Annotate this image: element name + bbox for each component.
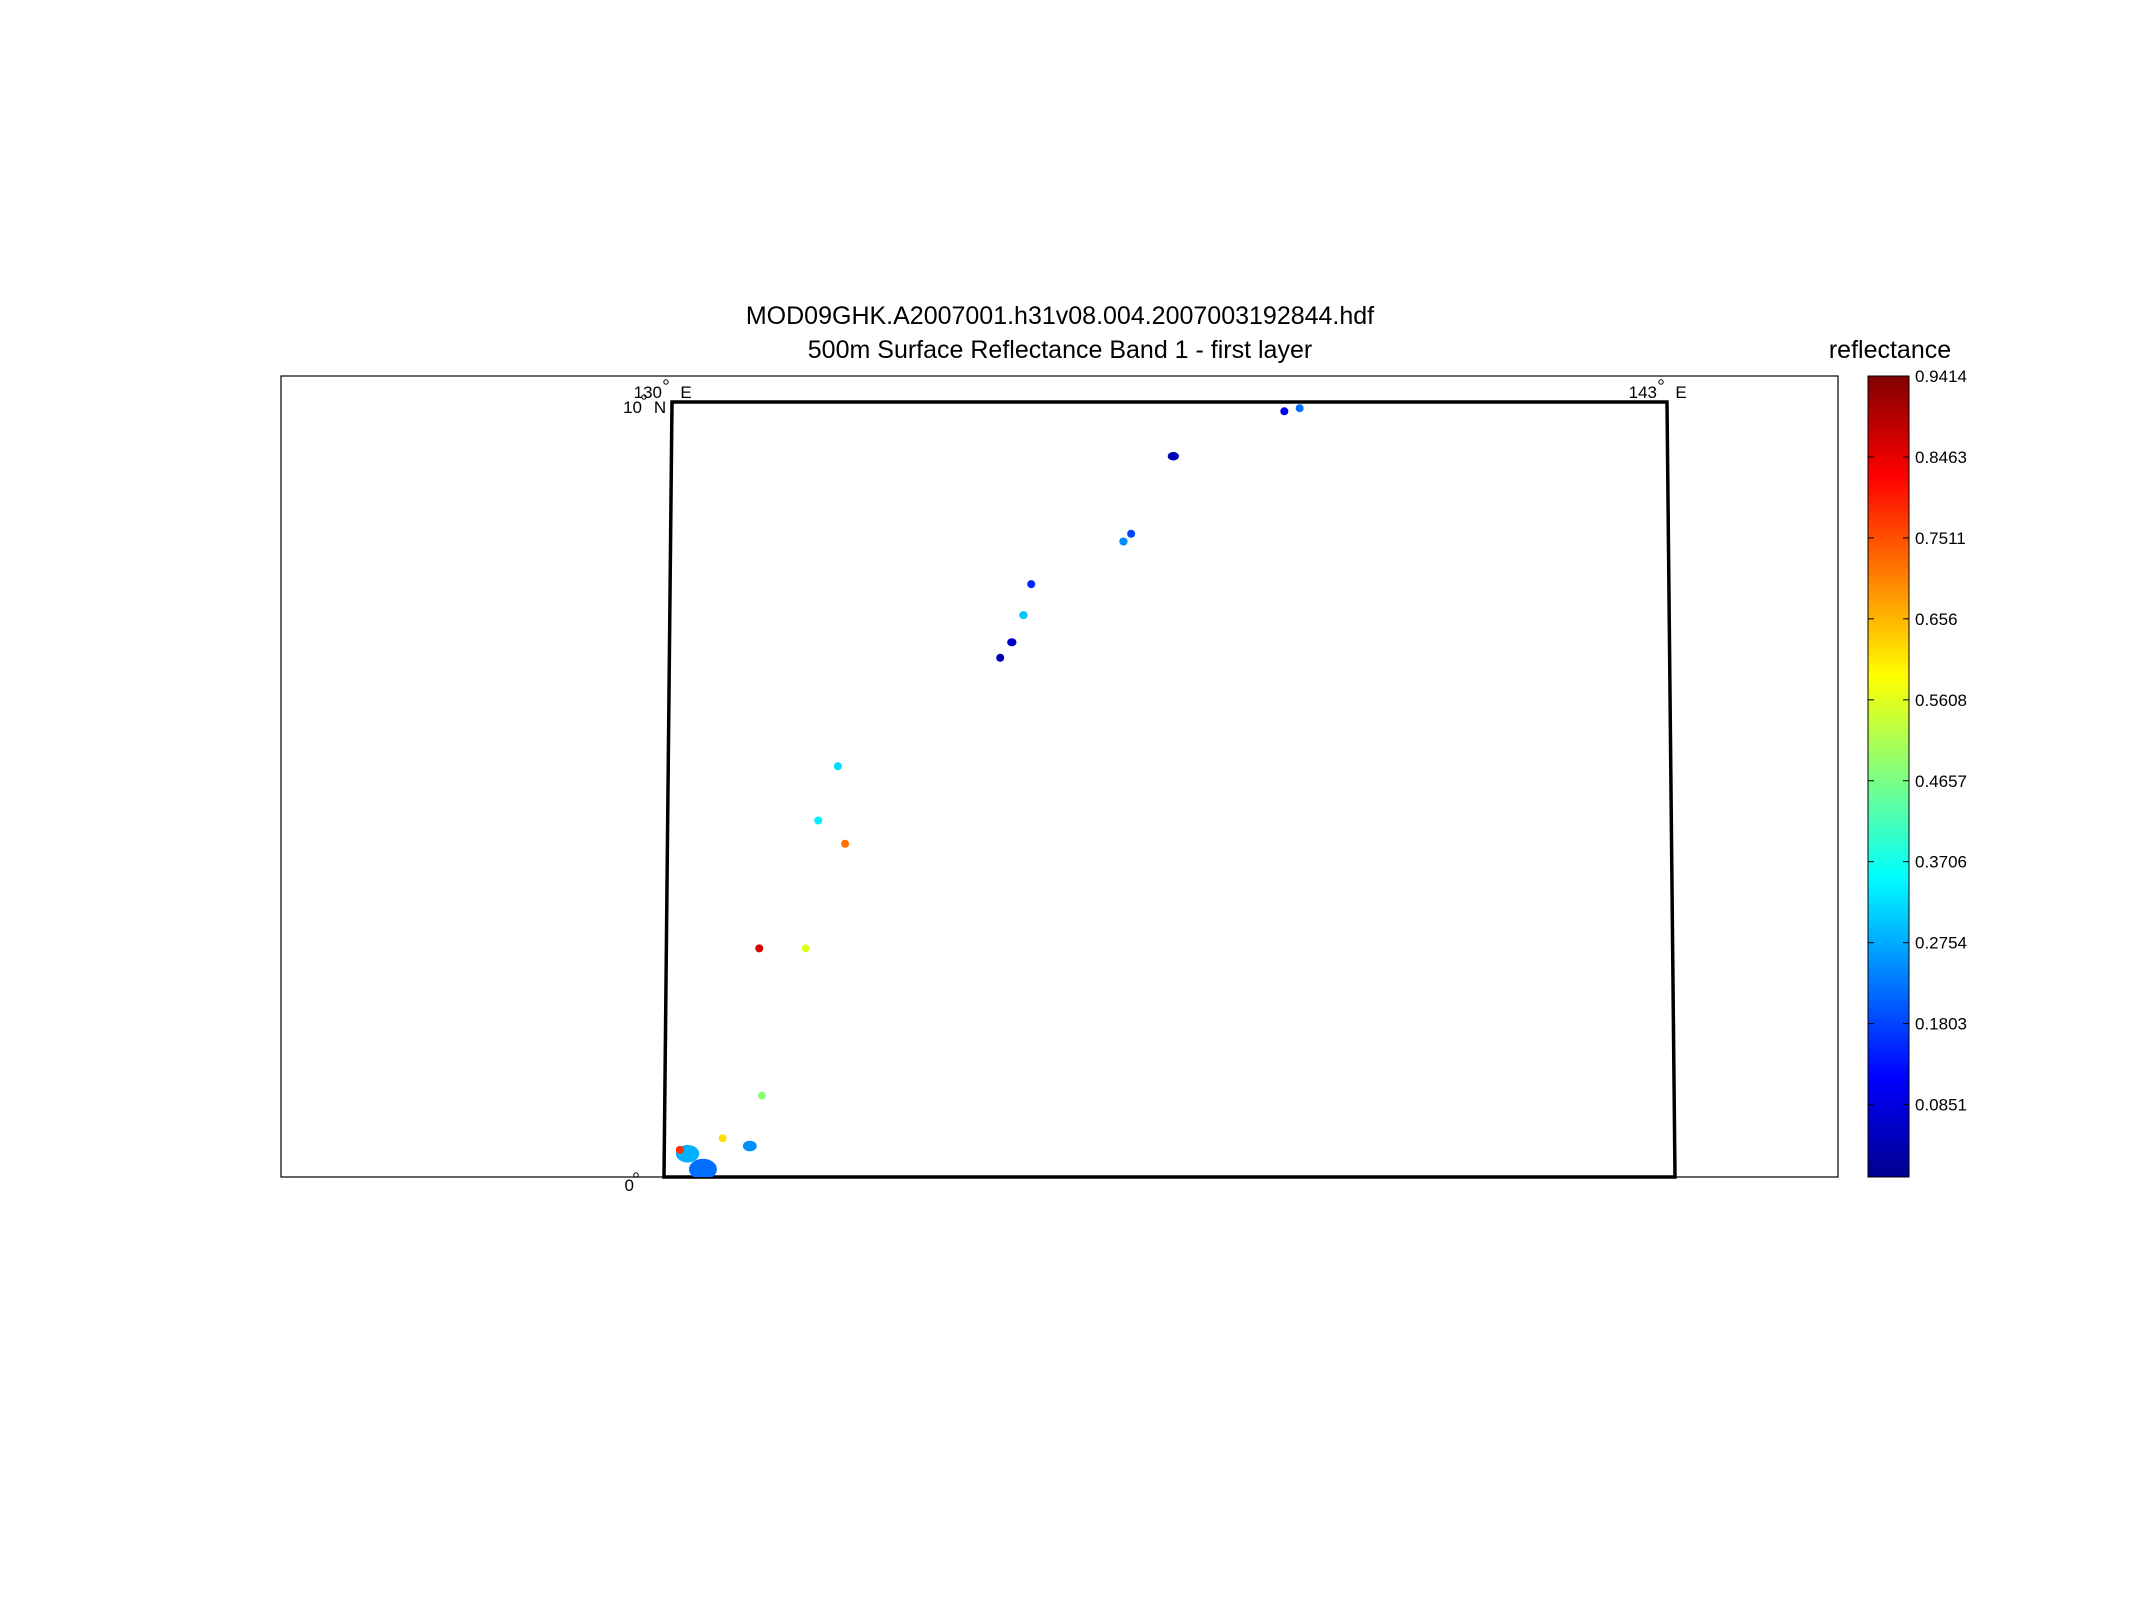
data-patch — [755, 944, 764, 953]
lat-label-suffix: N — [654, 398, 666, 417]
colorbar-tick-label: 0.656 — [1915, 610, 1958, 629]
data-patch — [841, 839, 850, 848]
colorbar-tick-label: 0.9414 — [1915, 367, 1967, 386]
lat-label: 10 — [623, 398, 642, 417]
graticule-labels: 130 E 143 E 10 N 0 — [623, 379, 1687, 1195]
data-patch — [742, 1140, 757, 1152]
colorbar-tick-label: 0.3706 — [1915, 853, 1967, 872]
colorbar-title: reflectance — [1828, 336, 1952, 364]
degree-symbol — [641, 394, 647, 400]
map-boundary — [662, 400, 1677, 1179]
data-patch — [688, 1158, 717, 1177]
data-patch — [996, 653, 1005, 662]
lon-label: 130 — [634, 383, 662, 402]
map-subtitle: 500m Surface Reflectance Band 1 - first … — [807, 336, 1313, 364]
lon-label: 143 — [1629, 383, 1657, 402]
data-patch — [1280, 407, 1289, 416]
colorbar-tick-label: 0.7511 — [1915, 529, 1966, 548]
degree-symbol — [633, 1172, 639, 1178]
data-patch — [1119, 537, 1128, 546]
data-patch — [1027, 580, 1036, 589]
colorbar-ticks: 0.9414 0.8463 0.7511 0.656 0.5608 0.4657 0.370… — [1868, 367, 1967, 1115]
data-patch — [1007, 638, 1017, 647]
data-patch — [757, 1091, 766, 1100]
data-patch — [1295, 404, 1304, 413]
lat-label: 0 — [625, 1176, 634, 1195]
colorbar-tick-label: 0.1803 — [1915, 1015, 1967, 1034]
colorbar — [1867, 375, 1910, 1178]
map-title: MOD09GHK.A2007001.h31v08.004.20070031928… — [745, 302, 1375, 330]
data-patch — [1019, 611, 1028, 620]
data-patch — [814, 816, 823, 825]
reflectance-data-layer — [675, 404, 1304, 1177]
colorbar-tick-label: 0.8463 — [1915, 448, 1967, 467]
data-patch — [1167, 452, 1179, 461]
axes-frame — [280, 375, 1839, 1178]
lon-label-suffix: E — [1675, 383, 1686, 402]
colorbar-tick-label: 0.4657 — [1915, 772, 1967, 791]
data-patch — [833, 762, 842, 771]
colorbar-tick-label: 0.0851 — [1915, 1096, 1967, 1115]
degree-symbol — [663, 379, 669, 385]
lon-label-suffix: E — [680, 383, 691, 402]
data-patch — [1127, 529, 1136, 538]
colorbar-tick-label: 0.5608 — [1915, 691, 1967, 710]
data-patch — [801, 944, 810, 953]
data-patch — [718, 1134, 727, 1143]
degree-symbol — [1658, 379, 1664, 385]
data-patch — [675, 1145, 684, 1154]
colorbar-tick-label: 0.2754 — [1915, 934, 1967, 953]
